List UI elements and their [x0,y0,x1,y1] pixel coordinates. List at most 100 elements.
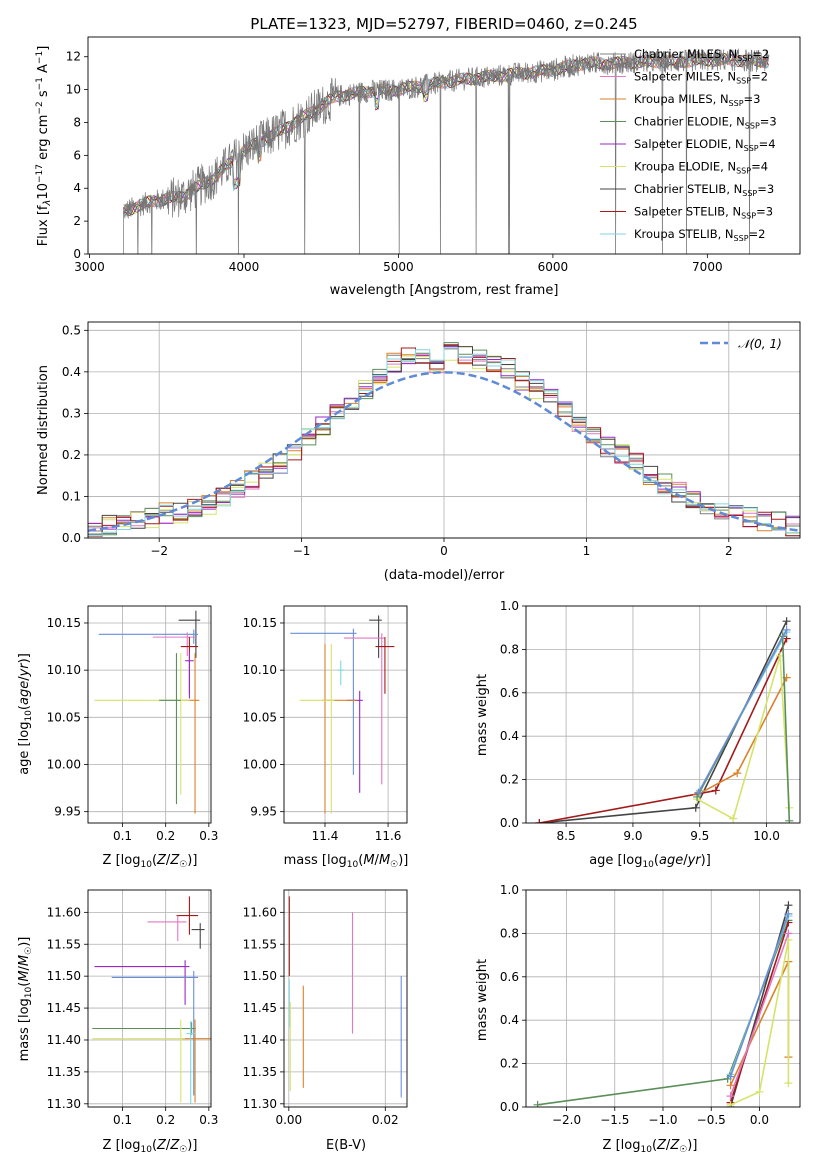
weight-z-xlabel: Z [log10(Z/Z☉)] [603,1138,698,1155]
weight-marker [784,1079,793,1088]
y-tick-label: 1.0 [500,599,519,613]
x-tick-label: 0.2 [156,829,175,843]
weight-marker [533,1100,542,1107]
histograms [88,342,800,538]
x-tick-label: 0.0 [750,1113,769,1127]
weight-line [539,638,788,823]
weight-marker [785,816,794,823]
age-mass-xlabel: mass [log10(M/M☉)] [284,853,409,870]
axes-frame [283,889,408,1108]
legend-label-tail: =3 [756,205,773,219]
weight-line [729,913,790,1077]
legend-entry: Chabrier MILES, NSSP=2 [634,47,769,63]
y-tick-label: 11.45 [243,1001,277,1015]
weight-marker [729,814,738,823]
spectrum-panel: wavelength [Angstrom, rest frame] Flux [… [35,36,801,298]
x-tick-label: −2 [150,544,168,558]
weight-marker [726,1072,735,1081]
x-tick-label: 11.6 [375,829,402,843]
x-tick-label: 0.1 [113,1113,132,1127]
weight-lines [533,901,793,1107]
legend-entry: Chabrier ELODIE, NSSP=3 [634,115,777,131]
age-z-xlabel: Z [log10(Z/Z☉)] [103,853,198,870]
x-tick-label: −0.5 [697,1113,726,1127]
x-tick-label: 8.5 [557,829,576,843]
x-tick-label: 0.3 [199,1113,218,1127]
weight-marker [726,1100,735,1107]
y-tick-label: 10.15 [47,616,81,630]
x-tick-label: 0.02 [372,1113,399,1127]
weight-line [539,620,788,823]
observed-spectrum [123,48,770,254]
y-tick-label: 10.10 [243,663,277,677]
x-tick-label: −1 [293,544,311,558]
weight-marker [694,788,703,797]
y-tick-label: 0.2 [500,1057,519,1071]
x-tick-label: 2 [725,544,733,558]
age-vs-z-panel: Z [log10(Z/Z☉)] age [log10(age/yr)] 0.1 0… [17,605,218,870]
x-tick-label: 6000 [538,260,569,274]
axes-frame [87,889,212,1108]
residuals-xlabel: (data-model)/error [384,568,505,583]
legend-label-main: Chabrier ELODIE, N [634,115,745,129]
x-tick-label: 11.4 [312,829,339,843]
y-tick-label: 0.6 [500,686,519,700]
legend-label-sub: SSP [744,144,759,153]
y-tick-label: 0.0 [500,1100,519,1114]
mass-z-ylabel: mass [log10(M/M☉)] [17,937,34,1062]
x-tick-label: 7000 [692,260,723,274]
legend-label-main: Salpeter STELIB, N [634,205,741,219]
weight-age-ylabel: mass weight [475,674,490,756]
y-tick-label: 11.55 [47,937,81,951]
weight-line [729,933,790,1097]
x-tick-label: 1 [583,544,591,558]
residuals-panel: (data-model)/error Normed distribution −… [36,321,801,583]
x-tick-label: 0.2 [156,1113,175,1127]
weight-marker [784,901,793,910]
x-tick-label: 3000 [74,260,105,274]
histogram-salpeter_stelib [88,344,800,538]
legend-label-main: Kroupa ELODIE, N [634,160,736,174]
x-tick-label: 9.0 [623,829,642,843]
y-tick-label: 4 [73,181,81,195]
legend-entry: Kroupa ELODIE, NSSP=4 [634,160,768,176]
weight-marker [784,909,793,918]
y-tick-label: 1.0 [500,883,519,897]
axes-frame [87,605,212,824]
y-tick-label: 11.35 [47,1065,81,1079]
y-tick-label: 0.4 [500,1013,519,1027]
y-tick-label: 10.05 [47,710,81,724]
y-tick-label: 0 [73,247,81,261]
y-tick-label: 8 [73,115,81,129]
age-vs-mass-panel: mass [log10(M/M☉)] 11.4 11.6 9.95 10.00 10.0… [243,605,409,870]
legend-label-tail: =3 [760,115,777,129]
y-tick-label: 0.6 [500,970,519,984]
legend-label-main: Kroupa MILES, N [634,92,729,106]
y-tick-label: 11.60 [243,905,277,919]
spectrum-ylabel: Flux [fλ10−17 erg cm−2 s−1 A−1] [35,46,53,247]
x-tick-label: 0.1 [113,829,132,843]
y-tick-label: 11.40 [47,1033,81,1047]
axes-frame [525,889,801,1108]
legend-label-tail: =3 [757,182,774,196]
y-tick-label: 0.1 [62,489,81,503]
legend-normal-label: 𝒩(0, 1) [738,337,782,351]
legend-entry: Salpeter STELIB, NSSP=3 [634,205,773,221]
y-tick-label: 11.55 [243,937,277,951]
y-tick-label: 10.05 [243,710,277,724]
legend-label-tail: =2 [751,70,768,84]
y-tick-label: 0.3 [62,406,81,420]
y-tick-label: 11.40 [243,1033,277,1047]
weight-line [697,629,788,793]
y-tick-label: 11.30 [47,1097,81,1111]
mass-vs-z-panel: Z [log10(Z/Z☉)] mass [log10(M/M☉)] 0.1 0.… [17,889,218,1155]
x-tick-label: 0 [440,544,448,558]
figure-title: PLATE=1323, MJD=52797, FIBERID=0460, z=0… [250,15,637,33]
y-tick-label: 10.00 [47,758,81,772]
y-tick-label: 0.0 [62,531,81,545]
weight-marker [784,929,793,938]
errorbars [94,610,201,814]
x-tick-label: 9.5 [690,829,709,843]
legend-label-sub: SSP [729,99,744,108]
